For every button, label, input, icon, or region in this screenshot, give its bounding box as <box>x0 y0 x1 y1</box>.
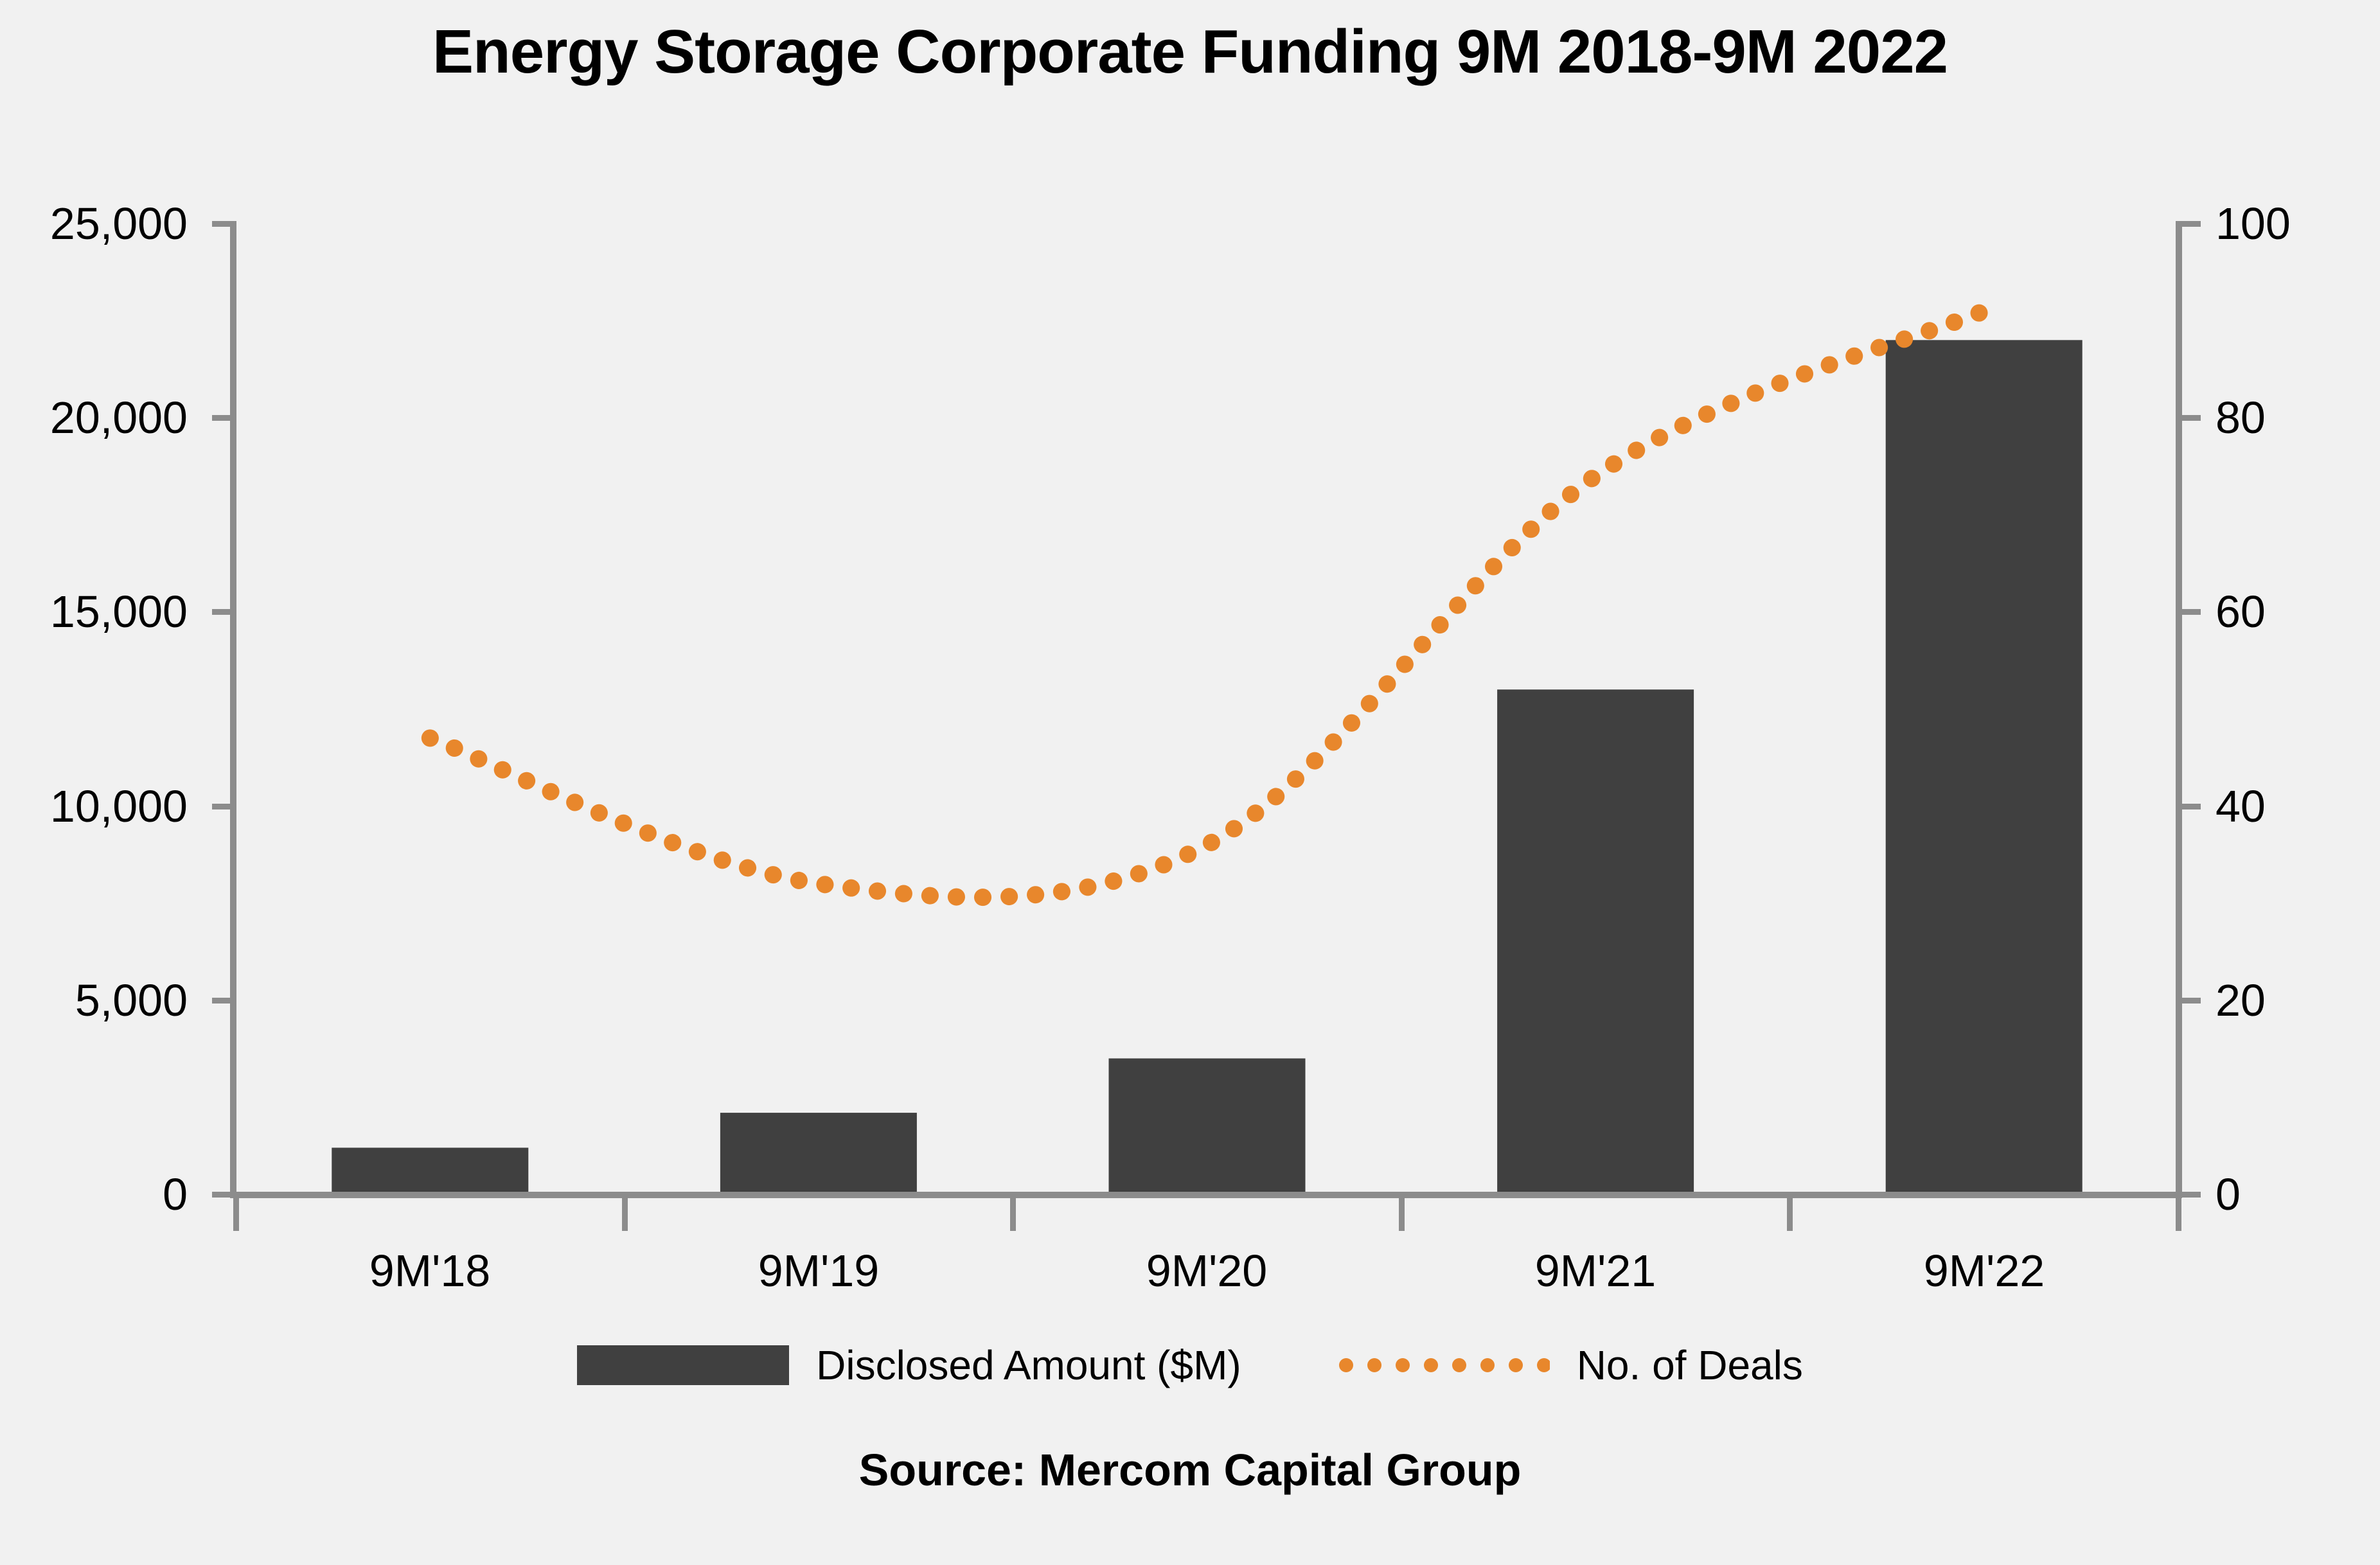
source-text: Source: Mercom Capital Group <box>858 1445 1522 1495</box>
tick-mark <box>233 1198 239 1231</box>
bar-9M'19 <box>720 1113 917 1194</box>
legend: Disclosed Amount ($M) No. of Deals <box>0 1341 2380 1389</box>
bar-swatch-icon <box>577 1345 790 1385</box>
tick-mark <box>2182 415 2201 421</box>
right-axis-tick-label: 40 <box>2216 781 2266 831</box>
legend-label: No. of Deals <box>1576 1342 1803 1388</box>
plot-svg <box>332 302 2082 1194</box>
bar-9M'22 <box>1885 340 2082 1194</box>
x-axis-label: 9M'21 <box>1534 1246 1656 1296</box>
tick-mark <box>2182 997 2201 1004</box>
bar-9M'18 <box>332 1147 529 1194</box>
tick-mark <box>212 221 231 227</box>
deals-dotted-line <box>421 302 1993 906</box>
tick-mark <box>1010 1198 1017 1231</box>
left-axis-line <box>230 221 236 1197</box>
right-axis-tick-label: 0 <box>2216 1169 2241 1219</box>
right-axis-tick-label: 20 <box>2216 975 2266 1025</box>
tick-mark <box>1398 1198 1405 1231</box>
x-axis-label: 9M'19 <box>758 1246 880 1296</box>
x-axis-label: 9M'20 <box>1146 1246 1268 1296</box>
left-axis-tick-label: 20,000 <box>49 393 188 443</box>
left-axis-tick-label: 10,000 <box>49 781 188 831</box>
right-axis-tick-label: 100 <box>2216 199 2291 249</box>
left-axis-tick-label: 25,000 <box>49 199 188 249</box>
tick-mark <box>1787 1198 1793 1231</box>
right-axis-tick-label: 80 <box>2216 393 2266 443</box>
plot-area <box>236 224 2178 1194</box>
x-axis-label: 9M'18 <box>369 1246 491 1296</box>
bar-9M'21 <box>1497 689 1694 1194</box>
left-axis-tick-label: 5,000 <box>75 975 188 1025</box>
legend-label: Disclosed Amount ($M) <box>816 1342 1241 1388</box>
tick-mark <box>212 997 231 1004</box>
tick-mark <box>2182 1192 2201 1198</box>
tick-mark <box>2182 609 2201 615</box>
bar-9M'20 <box>1108 1058 1306 1194</box>
tick-mark <box>212 609 231 615</box>
tick-mark <box>2182 803 2201 809</box>
tick-mark <box>2176 1198 2181 1231</box>
right-axis-tick-label: 60 <box>2216 587 2266 637</box>
left-axis-tick-label: 15,000 <box>49 587 188 637</box>
legend-item-disclosed-amount: Disclosed Amount ($M) <box>577 1341 1241 1389</box>
tick-mark <box>212 1192 231 1198</box>
dotted-line-swatch-icon <box>1338 1358 1550 1372</box>
chart-title: Energy Storage Corporate Funding 9M 2018… <box>432 17 1948 86</box>
tick-mark <box>212 415 231 421</box>
tick-mark <box>2182 221 2201 227</box>
x-axis-line <box>230 1192 2182 1198</box>
right-axis-line <box>2176 221 2182 1197</box>
tick-mark <box>621 1198 628 1231</box>
x-axis-label: 9M'22 <box>1923 1246 2045 1296</box>
tick-mark <box>212 803 231 809</box>
legend-item-no-of-deals: No. of Deals <box>1338 1341 1803 1389</box>
left-axis-tick-label: 0 <box>163 1169 188 1219</box>
